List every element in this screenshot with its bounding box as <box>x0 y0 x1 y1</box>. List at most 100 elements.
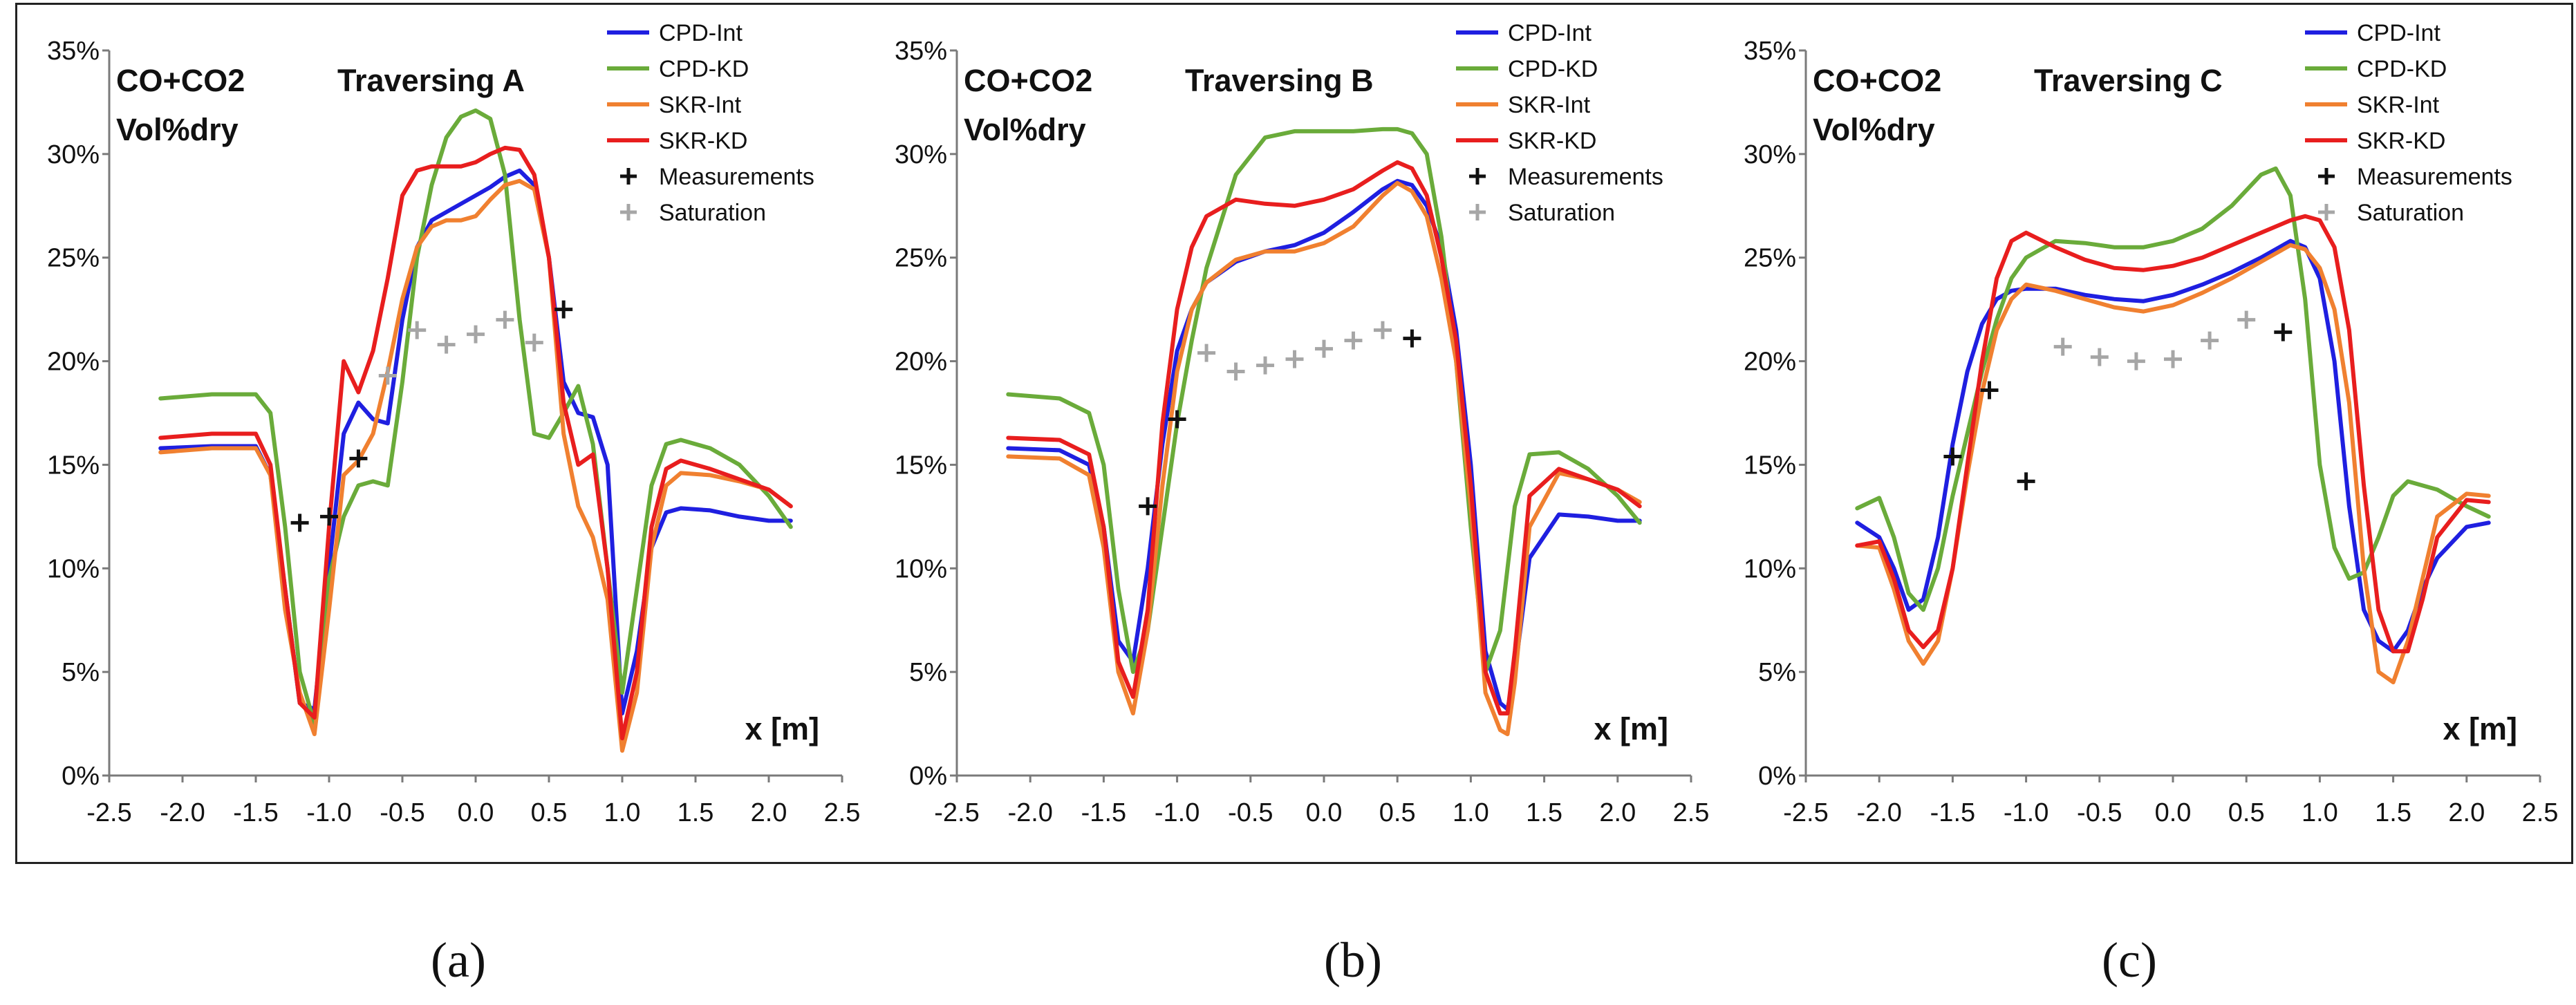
measurement-point <box>1403 329 1421 348</box>
y-tick-label: 25% <box>47 244 100 273</box>
x-tick-label: 1.0 <box>1453 798 1489 827</box>
y-tick-label: 10% <box>1744 554 1796 583</box>
subplot-label: (c) <box>2102 932 2157 988</box>
y-tick-label: 20% <box>47 348 100 377</box>
y-tick-label: 0% <box>62 762 100 791</box>
ylabel-line-1: CO+CO2 <box>964 63 1092 98</box>
measurement-point <box>290 514 309 532</box>
y-tick-label: 25% <box>1744 244 1796 273</box>
legend-label: SKR-KD <box>2357 128 2445 154</box>
x-tick-label: 0.0 <box>1306 798 1343 827</box>
y-tick-label: 30% <box>1744 140 1796 169</box>
x-tick-label: -1.0 <box>2004 798 2048 827</box>
legend-marker-saturation <box>1469 204 1486 220</box>
x-tick-label: 1.5 <box>1526 798 1562 827</box>
x-tick-label: 1.0 <box>604 798 641 827</box>
x-tick-label: 0.5 <box>1379 798 1416 827</box>
legend-label: Measurements <box>659 164 814 190</box>
legend-label: CPD-KD <box>659 56 749 82</box>
saturation-point <box>496 310 514 329</box>
measurement-point <box>349 449 368 468</box>
y-tick-label: 35% <box>1744 37 1796 66</box>
y-tick-label: 35% <box>47 37 100 66</box>
chart-panel-1: 0% 5% 10% 15% 20% 25% 30% 35% -2.5 -2.0 -1.5 -1.0 -0… <box>47 20 860 827</box>
legend-label: SKR-Int <box>659 92 742 118</box>
saturation-point <box>1226 362 1245 381</box>
measurement-point <box>554 300 573 319</box>
y-tick-label: 15% <box>1744 451 1796 480</box>
saturation-point <box>2237 310 2256 329</box>
saturation-point <box>1256 356 1275 375</box>
x-tick-label: 1.5 <box>678 798 714 827</box>
chart-title: Traversing A <box>337 63 525 98</box>
ylabel-line-1: CO+CO2 <box>116 63 245 98</box>
saturation-point <box>378 366 397 385</box>
legend-label: CPD-Int <box>659 20 743 46</box>
y-tick-label: 30% <box>895 140 947 169</box>
y-tick-label: 10% <box>47 554 100 583</box>
x-tick-label: -2.0 <box>160 798 205 827</box>
series-line-skr-kd <box>1855 214 2491 654</box>
chart-panel-3: 0% 5% 10% 15% 20% 25% 30% 35% -2.5 -2.0 -1.5 -1.0 -0… <box>1744 20 2558 827</box>
chart-title: Traversing B <box>1185 63 1374 98</box>
measurement-point <box>1168 410 1186 429</box>
saturation-point <box>2201 331 2219 350</box>
legend-label: CPD-KD <box>2357 56 2447 82</box>
chart-panel-2: 0% 5% 10% 15% 20% 25% 30% 35% -2.5 -2.0 -1.5 -1.0 -0… <box>895 20 1709 827</box>
saturation-point <box>1285 350 1304 368</box>
measurement-point <box>320 507 338 526</box>
subplot-label: (b) <box>1324 932 1382 988</box>
saturation-point <box>1197 344 1216 362</box>
x-tick-label: -1.0 <box>1155 798 1200 827</box>
series-line-skr-kd <box>1006 160 1642 716</box>
x-tick-label: -1.0 <box>306 798 351 827</box>
x-tick-label: -0.5 <box>1228 798 1273 827</box>
series-line-cpd-kd <box>1855 166 2491 612</box>
legend-label: SKR-KD <box>659 128 747 154</box>
x-tick-label: 1.0 <box>2302 798 2338 827</box>
x-tick-label: 2.5 <box>2522 798 2559 827</box>
series-line-skr-int <box>1006 180 1642 737</box>
x-tick-label: 1.5 <box>2375 798 2411 827</box>
series-line-skr-kd <box>158 145 793 741</box>
legend-label: CPD-KD <box>1508 56 1598 82</box>
saturation-point <box>408 321 427 339</box>
x-axis-label: x [m] <box>745 711 819 746</box>
legend-label: Measurements <box>1508 164 1663 190</box>
saturation-point <box>1315 339 1333 358</box>
legend-marker-measurements <box>620 168 637 185</box>
saturation-point <box>1344 331 1363 350</box>
y-tick-label: 5% <box>909 658 947 687</box>
legend-label: Measurements <box>2357 164 2512 190</box>
legend-label: Saturation <box>659 200 766 226</box>
x-tick-label: 0.5 <box>2228 798 2265 827</box>
measurement-point <box>2274 323 2293 341</box>
ylabel-line-1: CO+CO2 <box>1813 63 1941 98</box>
x-tick-label: -1.5 <box>233 798 278 827</box>
legend-label: Saturation <box>2357 200 2464 226</box>
x-tick-label: 2.0 <box>751 798 787 827</box>
legend-label: CPD-Int <box>2357 20 2440 46</box>
legend-label: Saturation <box>1508 200 1615 226</box>
ylabel-line-2: Vol%dry <box>116 112 239 147</box>
y-tick-label: 20% <box>895 348 947 377</box>
legend-marker-saturation <box>620 204 637 220</box>
series-line-cpd-kd <box>1006 126 1642 675</box>
saturation-point <box>2053 337 2072 356</box>
y-tick-label: 25% <box>895 244 947 273</box>
legend-marker-measurements <box>2318 168 2335 185</box>
legend-label: SKR-Int <box>1508 92 1591 118</box>
x-tick-label: -2.5 <box>1783 798 1828 827</box>
legend-marker-measurements <box>1469 168 1486 185</box>
subplot-label: (a) <box>431 932 486 988</box>
x-tick-label: 2.0 <box>2448 798 2485 827</box>
chart-title: Traversing C <box>2034 63 2223 98</box>
x-tick-label: 2.0 <box>1599 798 1636 827</box>
x-tick-label: 0.0 <box>2155 798 2192 827</box>
series-line-cpd-int <box>1855 238 2491 654</box>
ylabel-line-2: Vol%dry <box>964 112 1086 147</box>
measurement-point <box>2017 472 2035 491</box>
x-tick-label: -1.5 <box>1930 798 1975 827</box>
x-tick-label: 0.0 <box>458 798 494 827</box>
saturation-point <box>437 335 456 354</box>
